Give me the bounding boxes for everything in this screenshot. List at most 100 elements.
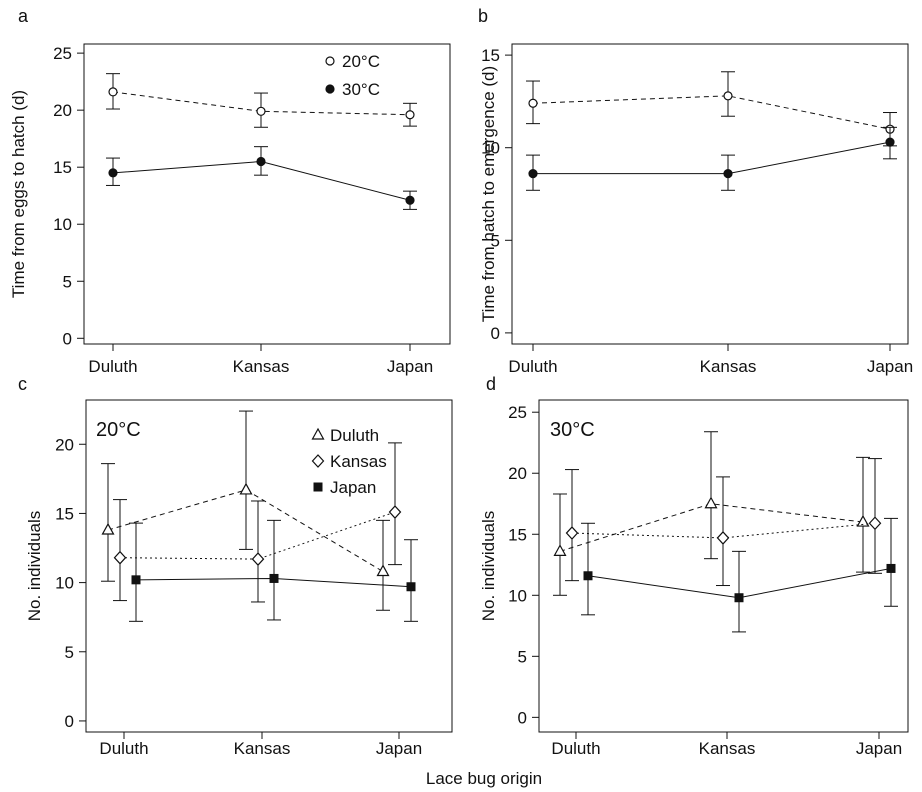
x-tick-label: Kansas: [699, 739, 756, 758]
panel-a: a 0 5 10 15 20 25 Duluth Kansas Japan Time from eg…: [9, 6, 451, 376]
y-tick-label: 15: [508, 525, 527, 544]
x-tick-label: Duluth: [99, 739, 148, 758]
panel-letter: b: [478, 6, 488, 26]
series-line: [533, 141, 891, 175]
y-tick-label: 10: [55, 574, 74, 593]
y-tick-label: 25: [53, 44, 72, 63]
series-duluth: [101, 410, 390, 611]
data-point: [723, 91, 733, 101]
y-tick-label: 0: [518, 708, 527, 727]
y-tick-label: 20: [53, 101, 72, 120]
series-30c: [526, 126, 897, 191]
data-point: [405, 110, 415, 120]
legend-entry: Duluth: [330, 426, 379, 445]
series-30c: [106, 146, 417, 210]
x-tick-label: Kansas: [233, 357, 290, 376]
data-point: [583, 571, 593, 581]
y-axis-label: No. individuals: [25, 511, 44, 622]
legend-marker: [311, 454, 325, 468]
y-axis-label: No. individuals: [479, 511, 498, 622]
x-tick-label: Duluth: [551, 739, 600, 758]
y-tick-label: 20: [508, 464, 527, 483]
x-tick-label: Japan: [856, 739, 902, 758]
x-tick-label: Duluth: [88, 357, 137, 376]
y-tick-label: 20: [55, 435, 74, 454]
y-tick-label: 5: [65, 643, 74, 662]
data-point: [868, 516, 882, 531]
series-line: [119, 511, 396, 560]
series-line: [532, 95, 891, 130]
data-point: [108, 168, 118, 178]
data-point: [376, 564, 390, 577]
series-line: [112, 91, 411, 116]
panel-c: c 20°C 0 5 10 15 20 Duluth Kansas Japan No. indivi…: [18, 374, 453, 758]
y-tick-label: 0: [65, 712, 74, 731]
y-axis-label: Time from hatch to emergence (d): [479, 66, 498, 322]
series-20c: [106, 73, 417, 128]
data-point: [108, 87, 118, 97]
y-tick-label: 0: [491, 324, 500, 343]
x-tick-label: Japan: [867, 357, 913, 376]
x-tick-label: Japan: [387, 357, 433, 376]
data-point: [528, 169, 538, 179]
data-point: [723, 169, 733, 179]
legend: 20°C 30°C: [325, 52, 380, 99]
data-point: [565, 526, 579, 540]
panel-inset-label: 30°C: [550, 419, 595, 441]
y-axis-label: Time from eggs to hatch (d): [9, 90, 28, 298]
plot-frame: [538, 399, 909, 733]
x-tick-label: Kansas: [234, 739, 291, 758]
data-point: [388, 505, 402, 519]
panel-letter: c: [18, 374, 27, 394]
shared-x-axis-label: Lace bug origin: [426, 769, 542, 788]
data-point: [528, 98, 538, 108]
data-point: [856, 514, 870, 527]
series-duluth: [553, 431, 870, 596]
legend-marker: [325, 56, 335, 66]
panel-d: d 30°C 0 5 10 15 20 25 Duluth Kansas Japan No. indi…: [479, 374, 909, 758]
y-tick-label: 10: [508, 586, 527, 605]
data-point: [131, 575, 141, 585]
y-tick-label: 15: [53, 158, 72, 177]
plot-frame: [511, 43, 909, 345]
data-point: [113, 550, 127, 565]
legend-entry: 20°C: [342, 52, 380, 71]
data-point: [256, 156, 266, 167]
legend-marker: [325, 84, 335, 94]
data-point: [886, 563, 896, 573]
series-japan: [129, 519, 418, 622]
y-tick-label: 15: [55, 504, 74, 523]
x-tick-label: Duluth: [508, 357, 557, 376]
y-tick-label: 0: [63, 329, 72, 348]
data-point: [405, 195, 415, 205]
panel-letter: a: [18, 6, 29, 26]
data-point: [716, 531, 730, 545]
y-tick-label: 5: [63, 272, 72, 291]
data-point: [734, 593, 744, 603]
legend-marker: [311, 427, 325, 440]
legend-entry: Kansas: [330, 452, 387, 471]
plot-frame: [83, 43, 451, 345]
data-point: [251, 552, 265, 566]
panel-inset-label: 20°C: [96, 419, 141, 441]
series-kansas: [113, 442, 402, 603]
x-tick-label: Kansas: [700, 357, 757, 376]
data-point: [406, 582, 416, 592]
series-line: [107, 489, 384, 572]
y-tick-label: 5: [518, 647, 527, 666]
series-20c: [526, 71, 897, 147]
y-tick-label: 15: [481, 46, 500, 65]
data-point: [885, 137, 895, 147]
data-point: [256, 106, 266, 116]
data-point: [269, 573, 279, 583]
panel-letter: d: [486, 374, 496, 394]
data-point: [239, 482, 253, 495]
series-kansas: [565, 458, 882, 587]
y-tick-label: 25: [508, 403, 527, 422]
data-point: [101, 522, 115, 535]
legend-entry: Japan: [330, 478, 376, 497]
x-tick-label: Japan: [376, 739, 422, 758]
y-tick-label: 10: [481, 139, 500, 158]
plot-frame: [85, 399, 453, 733]
